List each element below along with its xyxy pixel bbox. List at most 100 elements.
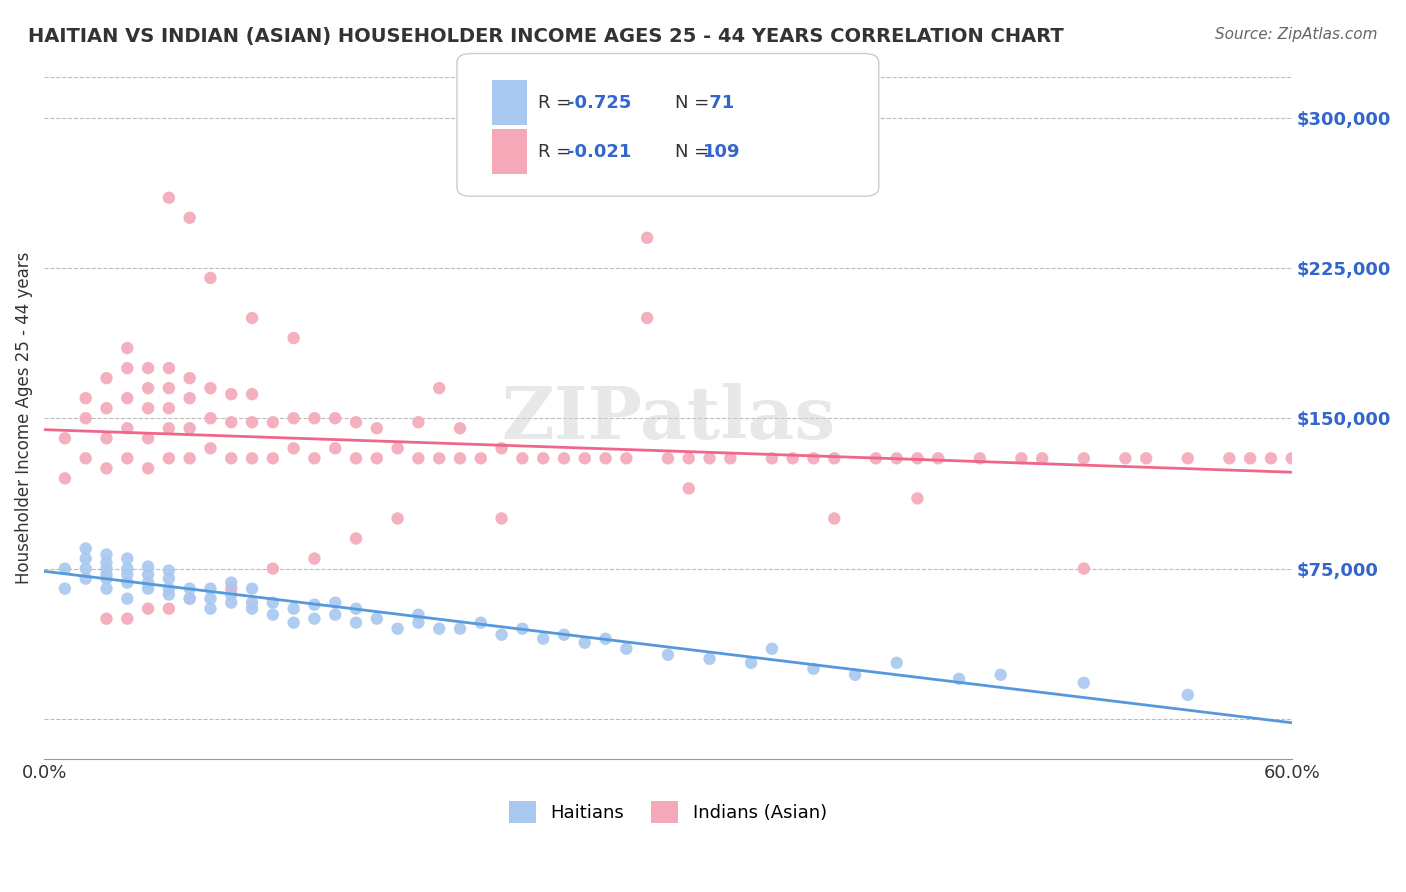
Point <box>927 451 949 466</box>
Point <box>240 451 263 466</box>
Point <box>96 572 118 586</box>
Point <box>117 567 139 582</box>
Point <box>283 331 305 345</box>
Point <box>990 668 1012 682</box>
Point <box>427 451 450 466</box>
Point <box>200 411 222 425</box>
Text: HAITIAN VS INDIAN (ASIAN) HOUSEHOLDER INCOME AGES 25 - 44 YEARS CORRELATION CHAR: HAITIAN VS INDIAN (ASIAN) HOUSEHOLDER IN… <box>28 27 1064 45</box>
Point <box>886 656 908 670</box>
Point <box>678 451 700 466</box>
Point <box>262 607 284 622</box>
Point <box>283 615 305 630</box>
Y-axis label: Householder Income Ages 25 - 44 years: Householder Income Ages 25 - 44 years <box>15 252 32 584</box>
Point <box>969 451 991 466</box>
Point <box>699 652 721 666</box>
Point <box>408 451 430 466</box>
Point <box>907 491 929 506</box>
Point <box>449 451 471 466</box>
Point <box>117 561 139 575</box>
Point <box>157 564 180 578</box>
Point <box>240 596 263 610</box>
Point <box>96 567 118 582</box>
Point <box>200 381 222 395</box>
Point <box>1073 561 1095 575</box>
Point <box>304 551 326 566</box>
Point <box>304 451 326 466</box>
Point <box>96 548 118 562</box>
Point <box>657 648 679 662</box>
Point <box>761 641 783 656</box>
Point <box>136 559 159 574</box>
Point <box>531 451 554 466</box>
Point <box>53 471 76 485</box>
Point <box>157 582 180 596</box>
Point <box>179 591 201 606</box>
Point <box>157 588 180 602</box>
Point <box>136 582 159 596</box>
Point <box>512 622 534 636</box>
Point <box>219 588 242 602</box>
Text: 109: 109 <box>703 143 741 161</box>
Point <box>323 442 346 456</box>
Point <box>304 612 326 626</box>
Point <box>75 572 97 586</box>
Point <box>96 612 118 626</box>
Point <box>803 451 825 466</box>
Point <box>283 601 305 615</box>
Point <box>219 596 242 610</box>
Point <box>470 451 492 466</box>
Point <box>75 551 97 566</box>
Point <box>1281 451 1303 466</box>
Point <box>740 656 762 670</box>
Text: N =: N = <box>675 143 714 161</box>
Point <box>157 381 180 395</box>
Point <box>427 381 450 395</box>
Point <box>157 191 180 205</box>
Point <box>574 451 596 466</box>
Point <box>948 672 970 686</box>
Point <box>366 451 388 466</box>
Point <box>96 371 118 385</box>
Point <box>179 451 201 466</box>
Point <box>491 511 513 525</box>
Point <box>53 582 76 596</box>
Point <box>323 411 346 425</box>
Point <box>1218 451 1240 466</box>
Point <box>408 607 430 622</box>
Point <box>75 411 97 425</box>
Point <box>574 636 596 650</box>
Point <box>53 561 76 575</box>
Point <box>491 442 513 456</box>
Point <box>1260 451 1282 466</box>
Point <box>240 415 263 429</box>
Point <box>304 411 326 425</box>
Point <box>219 582 242 596</box>
Point <box>1135 451 1157 466</box>
Point <box>117 361 139 376</box>
Point <box>283 411 305 425</box>
Point <box>553 628 575 642</box>
Point <box>200 582 222 596</box>
Point <box>96 582 118 596</box>
Point <box>179 371 201 385</box>
Point <box>512 451 534 466</box>
Point <box>366 612 388 626</box>
Point <box>907 451 929 466</box>
Point <box>157 421 180 435</box>
Point <box>117 391 139 405</box>
Point <box>595 632 617 646</box>
Point <box>136 567 159 582</box>
Point <box>157 361 180 376</box>
Legend: Haitians, Indians (Asian): Haitians, Indians (Asian) <box>501 792 837 831</box>
Point <box>96 561 118 575</box>
Point <box>427 622 450 636</box>
Point <box>75 541 97 556</box>
Point <box>678 482 700 496</box>
Point <box>886 451 908 466</box>
Point <box>636 310 658 325</box>
Point <box>1114 451 1136 466</box>
Point <box>470 615 492 630</box>
Point <box>240 582 263 596</box>
Point <box>782 451 804 466</box>
Point <box>344 451 367 466</box>
